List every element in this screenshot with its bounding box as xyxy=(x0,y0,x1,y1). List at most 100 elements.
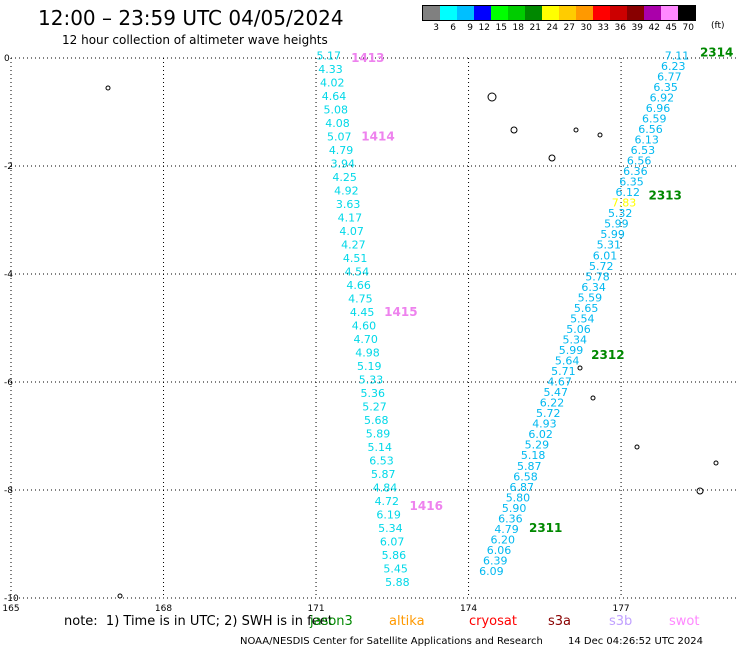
lon-label: 177 xyxy=(612,604,629,614)
wave-height-value: 6.39 xyxy=(483,554,508,567)
wave-height-value: 4.54 xyxy=(345,265,370,278)
wave-height-value: 5.06 xyxy=(566,323,591,336)
wave-height-value: 4.25 xyxy=(332,171,357,184)
wave-height-value: 6.35 xyxy=(653,81,678,94)
note-text: note: 1) Time is in UTC; 2) SWH is in fe… xyxy=(64,614,333,629)
wave-height-value: 5.71 xyxy=(551,365,576,378)
pass-label: 2312 xyxy=(591,348,624,362)
wave-height-value: 4.84 xyxy=(373,481,398,494)
wave-height-value: 6.36 xyxy=(623,165,648,178)
legend-unit: (ft) xyxy=(711,21,725,31)
wave-height-value: 5.80 xyxy=(506,491,531,504)
wave-height-value: 5.87 xyxy=(371,468,396,481)
island-shape xyxy=(117,593,123,599)
legend-swatch xyxy=(440,6,457,20)
satellite-name: cryosat xyxy=(469,614,517,629)
legend-swatch xyxy=(508,6,525,20)
page-title: 12:00 – 23:59 UTC 04/05/2024 xyxy=(38,6,344,30)
legend-label: 24 xyxy=(546,23,558,33)
island-shape xyxy=(590,395,596,401)
wave-height-value: 6.56 xyxy=(627,155,652,168)
wave-height-value: 5.72 xyxy=(536,407,561,420)
wave-height-value: 6.36 xyxy=(498,512,523,525)
wave-height-value: 6.56 xyxy=(638,123,663,136)
wave-height-value: 5.34 xyxy=(378,522,403,535)
wave-height-value: 4.08 xyxy=(325,117,350,130)
legend-swatch xyxy=(678,6,695,20)
lat-label: -10 xyxy=(4,594,19,604)
wave-height-value: 6.12 xyxy=(616,186,641,199)
wave-height-value: 5.59 xyxy=(578,291,603,304)
wave-height-value: 4.02 xyxy=(320,76,345,89)
wave-height-value: 5.72 xyxy=(589,260,614,273)
legend-swatch xyxy=(644,6,661,20)
wave-height-value: 5.90 xyxy=(502,502,527,515)
wave-height-value: 6.23 xyxy=(661,60,686,73)
legend-swatch xyxy=(491,6,508,20)
wave-height-value: 5.14 xyxy=(368,441,393,454)
legend-swatch xyxy=(542,6,559,20)
wave-height-value: 5.99 xyxy=(604,218,629,231)
lon-label: 168 xyxy=(155,604,172,614)
wave-height-value: 7.83 xyxy=(612,197,637,210)
wave-height-value: 5.88 xyxy=(385,576,410,589)
legend-label: 70 xyxy=(682,23,694,33)
island-shape xyxy=(634,444,640,450)
wave-height-value: 5.47 xyxy=(544,386,569,399)
legend-swatch xyxy=(559,6,576,20)
lat-label: -4 xyxy=(4,270,13,280)
island-shape xyxy=(510,126,518,134)
wave-height-value: 4.92 xyxy=(334,184,359,197)
pass-label: 1415 xyxy=(384,305,417,319)
island-shape xyxy=(577,365,583,371)
island-shape xyxy=(597,132,603,138)
wave-height-value: 6.58 xyxy=(513,470,538,483)
wave-height-value: 4.66 xyxy=(346,279,371,292)
wave-height-value: 6.19 xyxy=(376,508,401,521)
wave-height-value: 4.75 xyxy=(348,292,373,305)
legend-swatch xyxy=(610,6,627,20)
color-legend: 3 6 9 12 15 18 21 24 27 30 33 36 39 42 45 70 xyxy=(422,5,696,33)
legend-label: 3 xyxy=(433,23,439,33)
wave-height-value: 5.89 xyxy=(366,427,391,440)
wave-height-value: 6.06 xyxy=(487,544,512,557)
legend-label: 21 xyxy=(529,23,541,33)
wave-height-value: 3.94 xyxy=(331,157,356,170)
wave-height-value: 5.54 xyxy=(570,312,595,325)
wave-height-value: 5.17 xyxy=(316,49,341,62)
wave-height-value: 5.45 xyxy=(383,562,408,575)
legend-label: 42 xyxy=(648,23,660,33)
wave-height-value: 5.31 xyxy=(597,239,622,252)
lat-label: -6 xyxy=(4,378,13,388)
island-shape xyxy=(548,154,556,162)
wave-height-value: 5.34 xyxy=(562,333,587,346)
wave-height-value: 6.77 xyxy=(657,70,682,83)
satellite-name: altika xyxy=(389,614,425,629)
wave-height-value: 5.78 xyxy=(585,270,610,283)
wave-height-value: 5.08 xyxy=(324,103,349,116)
legend-label: 15 xyxy=(495,23,507,33)
island-shape xyxy=(696,487,704,495)
wave-height-value: 5.64 xyxy=(555,355,580,368)
lat-label: -2 xyxy=(4,162,13,172)
lon-label: 174 xyxy=(460,604,477,614)
legend-swatch xyxy=(525,6,542,20)
wave-height-value: 5.32 xyxy=(608,207,633,220)
wave-height-value: 7.11 xyxy=(665,49,690,62)
pass-label: 1413 xyxy=(351,51,384,65)
legend-swatch xyxy=(423,6,440,20)
wave-height-value: 5.65 xyxy=(574,302,599,315)
wave-height-value: 5.33 xyxy=(359,373,384,386)
wave-height-value: 6.92 xyxy=(650,91,675,104)
legend-swatch xyxy=(576,6,593,20)
wave-height-value: 4.51 xyxy=(343,252,368,265)
footer-timestamp: 14 Dec 04:26:52 UTC 2024 xyxy=(568,636,703,647)
legend-swatch xyxy=(661,6,678,20)
wave-height-value: 6.87 xyxy=(509,481,534,494)
wave-height-value: 4.33 xyxy=(318,63,343,76)
island-shape xyxy=(105,85,111,91)
wave-height-value: 6.22 xyxy=(540,397,565,410)
pass-label: 2313 xyxy=(648,189,681,203)
island-shape xyxy=(713,460,719,466)
